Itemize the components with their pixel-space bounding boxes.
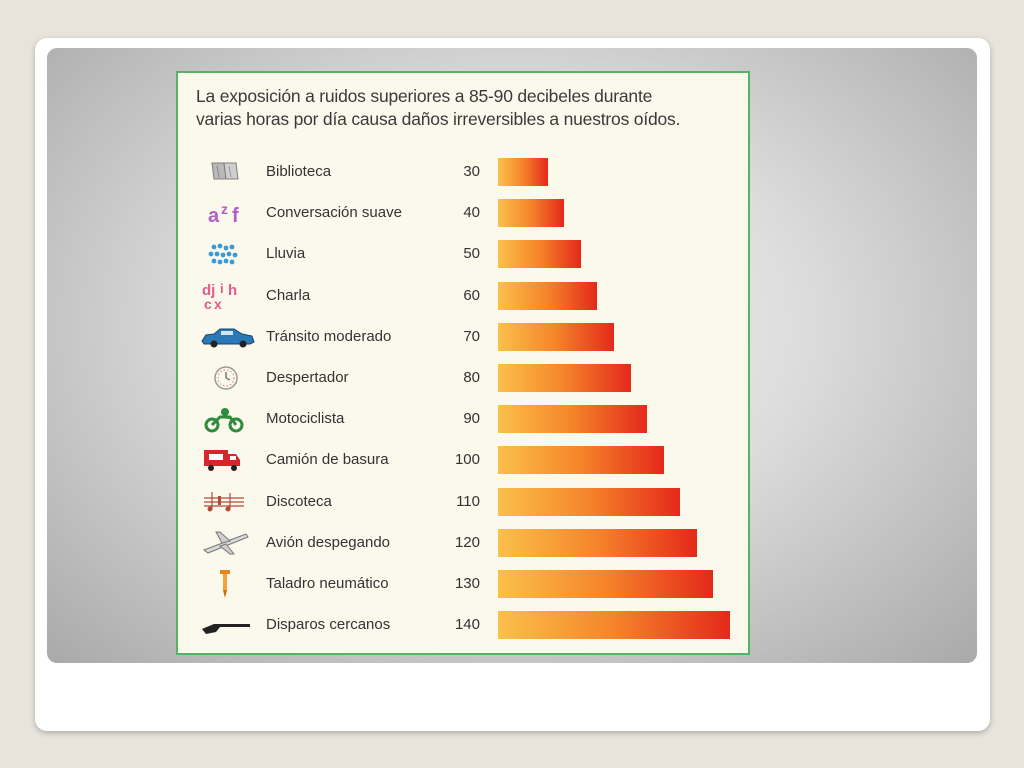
data-value-label: 60 [463,286,480,304]
bar [498,158,548,186]
category-label: Discoteca [266,492,332,510]
category-label: Charla [266,286,311,304]
car-icon [200,322,256,352]
pneumatic-drill-icon [200,569,256,599]
category-label: Disparos cercanos [266,616,391,634]
bar [498,611,730,640]
airplane-icon [200,528,256,558]
garbage-truck-icon [200,445,256,475]
chart-title-line-2: varias horas por día causa daños irrever… [196,109,681,129]
data-value-label: 80 [463,369,480,386]
category-label: Camión de basura [266,451,389,469]
data-value-label: 120 [454,533,480,551]
chat-letters-icon: dj i h c x [200,281,256,312]
bar [498,570,714,598]
data-value-label: 110 [456,492,480,510]
svg-text:z: z [221,201,228,217]
chart-row: Despertador 80 [178,363,748,393]
svg-text:f: f [232,205,239,227]
chart-row: Tránsito moderado 70 [178,322,748,352]
chart-title: La exposición a ruidos superiores a 85-9… [196,85,744,131]
svg-text:c: c [204,296,212,311]
data-value-label: 50 [463,245,480,263]
chart-row: Motociclista 90 [178,404,748,434]
data-value-label: 70 [463,327,480,345]
motorcycle-icon [200,404,256,434]
bar [498,240,581,269]
category-label: Despertador [266,369,349,386]
svg-text:i: i [220,281,224,296]
rain-drops-icon [200,239,256,269]
bar [498,322,614,351]
category-label: Biblioteca [266,163,332,180]
chart-row: Disparos cercanos 140 [178,610,748,640]
category-label: Lluvia [266,245,306,263]
svg-text:a: a [208,205,220,227]
chart-row: Camión de basura 100 [178,445,748,475]
chart-row: Lluvia 50 [178,239,748,269]
chart-row: dj i h c x Charla 60 [178,281,748,312]
bar [498,446,664,475]
chart-row: a z f Conversación suave 40 [178,198,748,228]
data-value-label: 140 [454,616,480,634]
bar [498,199,565,228]
bar [498,281,598,310]
bar [498,364,631,392]
category-label: Motociclista [266,410,345,428]
chart-title-line-1: La exposición a ruidos superiores a 85-9… [196,86,653,106]
category-label: Conversación suave [266,204,402,222]
category-label: Avión despegando [266,533,390,551]
chart-row: Biblioteca 30 [178,157,748,187]
data-value-label: 100 [454,451,480,469]
data-value-label: 30 [463,163,480,180]
alarm-clock-icon [200,363,256,393]
svg-text:x: x [214,296,222,311]
data-value-label: 40 [463,204,480,222]
chart-row: Taladro neumático 130 [178,569,748,599]
bar [498,405,648,434]
category-label: Taladro neumático [266,575,389,592]
svg-text:h: h [228,282,237,299]
data-value-label: 130 [454,575,480,592]
book-icon [200,157,256,187]
music-notes-icon [200,487,256,517]
chart-row: Avión despegando 120 [178,528,748,558]
noise-levels-chart: La exposición a ruidos superiores a 85-9… [176,71,750,655]
data-value-label: 90 [463,410,480,428]
shotgun-icon [200,610,256,640]
chart-row: Discoteca 110 [178,487,748,517]
bar [498,528,697,557]
category-label: Tránsito moderado [266,327,392,345]
svg-text:dj: dj [202,282,215,299]
bar [498,487,681,516]
